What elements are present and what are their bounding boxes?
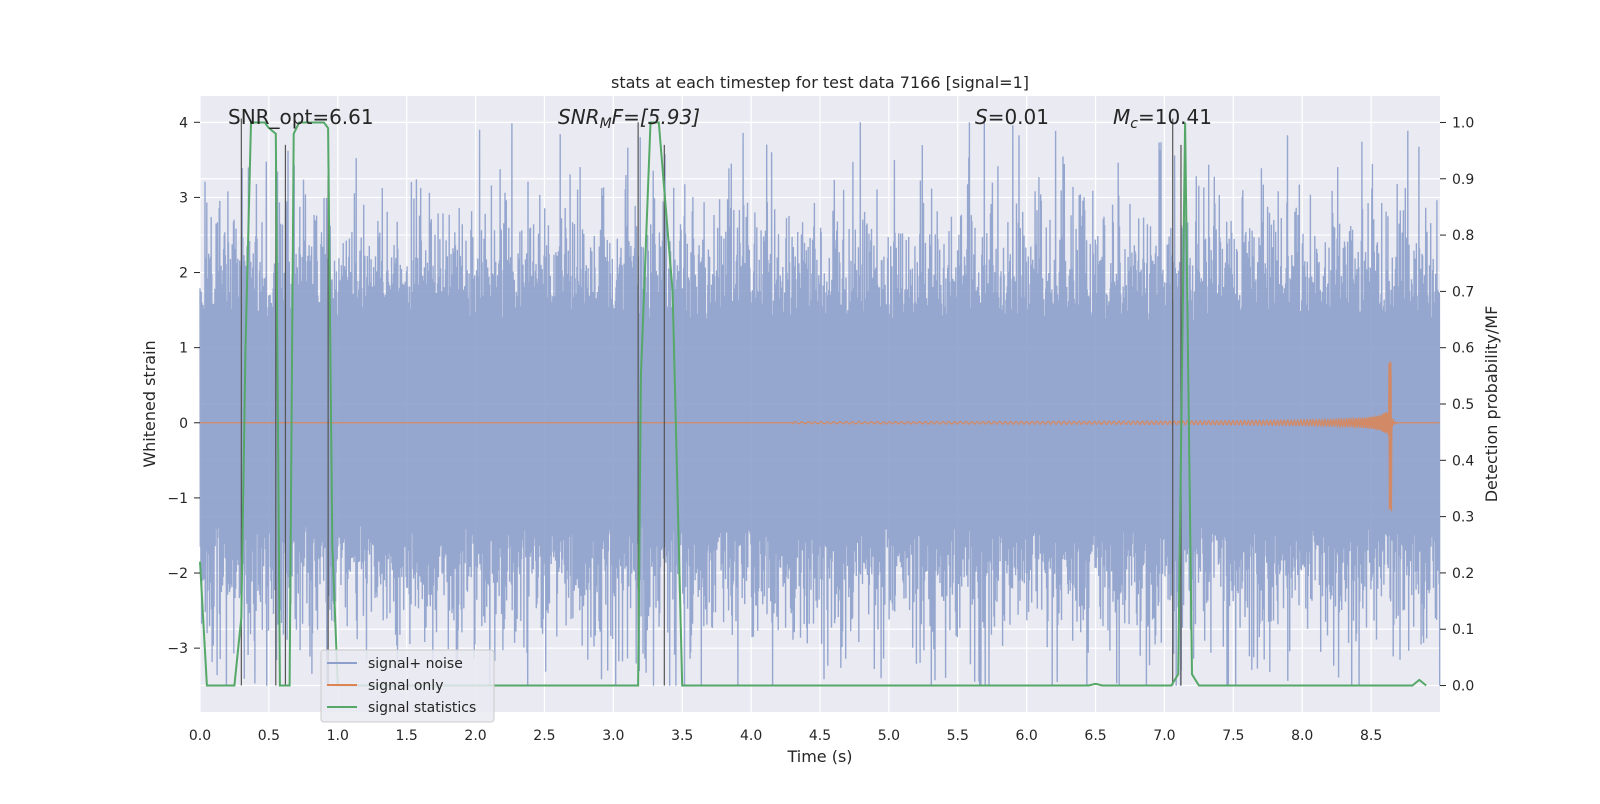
signal-trace: [200, 361, 1440, 512]
annotation-mc-sub: c: [1130, 116, 1138, 132]
y2-tick-3: 0.3: [1452, 510, 1474, 526]
x-tick-1: 0.5: [258, 728, 280, 744]
x-tick-8: 4.0: [740, 728, 762, 744]
y2-tick-7: 0.7: [1452, 284, 1474, 300]
y-tick-0: −3: [167, 641, 188, 657]
annotation-mc-symbol: M: [1113, 105, 1130, 129]
y-axis-ticks: −3 −2 −1 0 1 2 3 4: [167, 115, 200, 657]
x-tick-10: 5.0: [878, 728, 900, 744]
series-signal-only: [200, 361, 1440, 512]
y2-tick-1: 0.1: [1452, 622, 1474, 638]
annotation-s: S=0.01: [975, 105, 1049, 129]
annotation-snr-opt: SNR_opt=6.61: [228, 105, 374, 129]
y-tick-2: −1: [167, 491, 188, 507]
y-tick-6: 3: [179, 190, 188, 206]
annotation-s-value: =0.01: [988, 105, 1049, 129]
x-tick-2: 1.0: [327, 728, 349, 744]
x-tick-6: 3.0: [602, 728, 624, 744]
x-tick-12: 6.0: [1016, 728, 1038, 744]
y2-tick-2: 0.2: [1452, 566, 1474, 582]
legend-label-signal: signal only: [368, 678, 443, 694]
legend-box: [320, 649, 495, 723]
annotation-snr-mf-rest: F=[5.93]: [612, 105, 700, 129]
annotation-snr-mf-base: SNR: [558, 105, 600, 129]
x-tick-3: 1.5: [396, 728, 418, 744]
x-tick-11: 5.5: [947, 728, 969, 744]
x-axis-label: Time (s): [786, 747, 852, 766]
chart-title: stats at each timestep for test data 716…: [611, 73, 1029, 92]
x-axis-ticks: 0.0 0.5 1.0 1.5 2.0 2.5 3.0 3.5 4.0 4.5 5.0 5.5 6.0 6…: [189, 728, 1382, 744]
y2-axis-label: Detection probability/MF: [1482, 306, 1501, 503]
x-tick-0: 0.0: [189, 728, 211, 744]
x-tick-4: 2.0: [464, 728, 486, 744]
y2-tick-0: 0.0: [1452, 679, 1474, 695]
y2-tick-6: 0.6: [1452, 341, 1474, 357]
y2-tick-8: 0.8: [1452, 228, 1474, 244]
annotation-snr-mf-sub: M: [600, 116, 612, 132]
y2-tick-5: 0.5: [1452, 397, 1474, 413]
x-tick-17: 8.5: [1360, 728, 1382, 744]
y2-tick-4: 0.4: [1452, 453, 1474, 469]
y-tick-7: 4: [179, 115, 188, 131]
x-tick-7: 3.5: [671, 728, 693, 744]
y2-tick-10: 1.0: [1452, 115, 1474, 131]
legend-label-stat: signal statistics: [368, 700, 476, 716]
annotation-mc-value: =10.41: [1138, 105, 1212, 129]
y-tick-4: 1: [179, 341, 188, 357]
x-tick-16: 8.0: [1291, 728, 1313, 744]
y2-tick-9: 0.9: [1452, 172, 1474, 188]
x-tick-13: 6.5: [1084, 728, 1106, 744]
y-tick-5: 2: [179, 266, 188, 282]
x-tick-14: 7.0: [1153, 728, 1175, 744]
annotation-snr-mf: SNRMF=[5.93]: [558, 105, 700, 132]
legend-label-noise: signal+ noise: [368, 656, 463, 672]
legend: signal+ noise signal only signal statist…: [320, 649, 495, 723]
annotation-mc: Mc=10.41: [1113, 105, 1212, 132]
x-tick-15: 7.5: [1222, 728, 1244, 744]
annotation-s-symbol: S: [975, 105, 988, 129]
y-tick-1: −2: [167, 566, 188, 582]
x-tick-9: 4.5: [809, 728, 831, 744]
y-axis-label: Whitened strain: [140, 340, 159, 467]
x-tick-5: 2.5: [533, 728, 555, 744]
y2-axis-ticks: 0.0 0.1 0.2 0.3 0.4 0.5 0.6 0.7 0.8 0.9 1.0: [1440, 115, 1474, 695]
y-tick-3: 0: [179, 416, 188, 432]
